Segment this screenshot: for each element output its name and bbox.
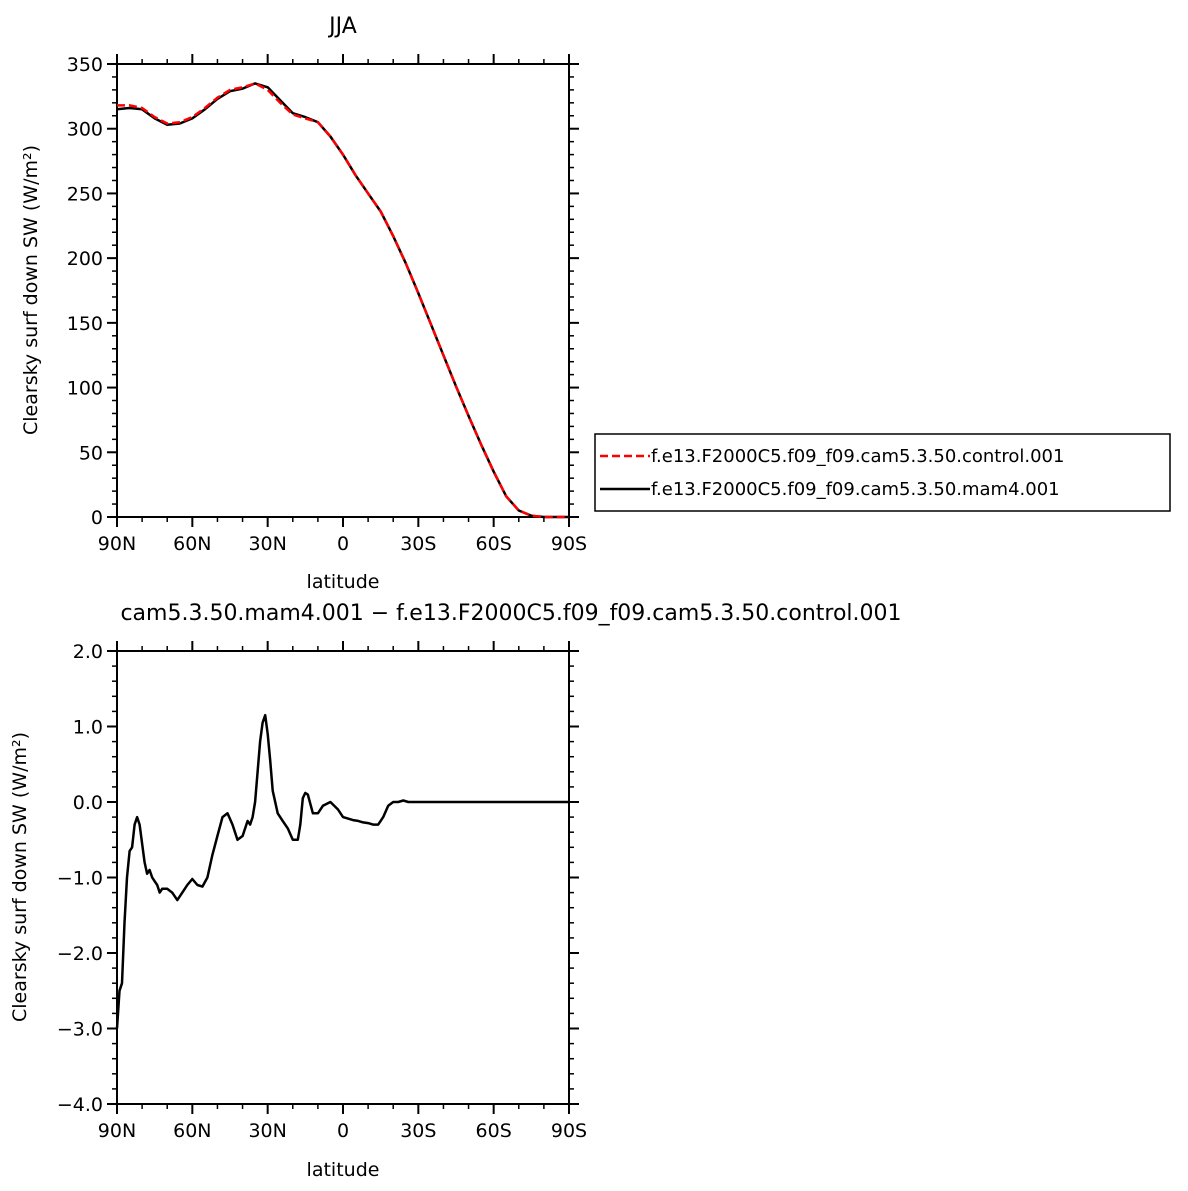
x-tick-label: 90S <box>551 1120 587 1142</box>
x-tick-label: 30N <box>248 533 286 555</box>
y-tick-label: 250 <box>67 183 103 205</box>
series-line-mam4 <box>116 82 569 519</box>
x-tick-label: 0 <box>337 1120 349 1142</box>
x-tick-label: 30S <box>400 533 436 555</box>
x-tick-label: 60S <box>476 1120 512 1142</box>
y-tick-label: 100 <box>67 378 103 400</box>
legend-box <box>594 433 1171 512</box>
y-tick-label: 1.0 <box>73 717 103 739</box>
x-tick-label: 60S <box>476 533 512 555</box>
x-tick-label: 90N <box>98 533 136 555</box>
y-tick-label: 150 <box>67 313 103 335</box>
plot-frame <box>116 63 570 518</box>
y-tick-label: 0 <box>91 507 103 529</box>
chart-title: JJA <box>327 14 357 39</box>
x-tick-label: 90S <box>551 533 587 555</box>
chart-difference: cam5.3.50.mam4.001 − f.e13.F2000C5.f09_f… <box>9 601 902 1181</box>
x-axis-title: latitude <box>307 1159 380 1181</box>
x-tick-label: 30N <box>248 1120 286 1142</box>
legend-label-mam4: f.e13.F2000C5.f09_f09.cam5.3.50.mam4.001 <box>651 479 1060 500</box>
y-axis-title: Clearsky surf down SW (W/m²) <box>9 732 31 1022</box>
y-tick-label: −2.0 <box>57 943 103 965</box>
legend-label-control: f.e13.F2000C5.f09_f09.cam5.3.50.control.… <box>651 446 1064 467</box>
x-axis-title: latitude <box>307 571 380 593</box>
y-tick-label: 50 <box>79 442 103 464</box>
y-tick-label: −1.0 <box>57 868 103 890</box>
y-tick-label: −3.0 <box>57 1019 103 1041</box>
y-tick-label: 2.0 <box>73 641 103 663</box>
chart-title: cam5.3.50.mam4.001 − f.e13.F2000C5.f09_f… <box>120 601 901 626</box>
x-tick-label: 60N <box>173 533 211 555</box>
y-tick-label: 200 <box>67 248 103 270</box>
y-axis-title: Clearsky surf down SW (W/m²) <box>20 145 42 435</box>
y-tick-label: 300 <box>67 119 103 141</box>
x-tick-label: 60N <box>173 1120 211 1142</box>
x-tick-label: 90N <box>98 1120 136 1142</box>
plot-frame <box>116 650 570 1105</box>
series-line-control <box>117 82 569 519</box>
chart-jja: JJA 0 50 100 150 200 250 300 350 90N 60N 30N 0 30S 6… <box>20 14 1171 593</box>
x-tick-label: 30S <box>400 1120 436 1142</box>
legend: f.e13.F2000C5.f09_f09.cam5.3.50.control.… <box>594 433 1171 512</box>
y-tick-label: 350 <box>67 54 103 76</box>
y-tick-label: −4.0 <box>57 1094 103 1116</box>
x-tick-label: 0 <box>337 533 349 555</box>
series-line-difference <box>115 713 569 1029</box>
y-tick-label: 0.0 <box>73 792 103 814</box>
